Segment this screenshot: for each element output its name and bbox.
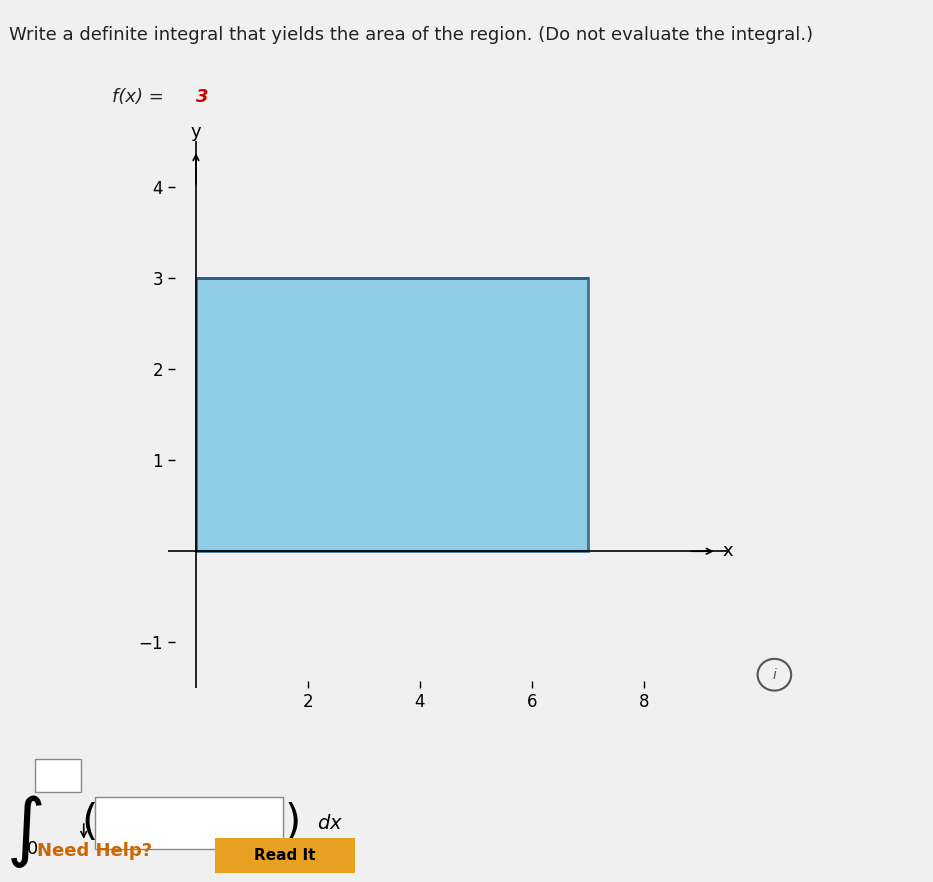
Text: Write a definite integral that yields the area of the region. (Do not evaluate t: Write a definite integral that yields th… bbox=[9, 26, 814, 44]
Text: $\int$: $\int$ bbox=[7, 793, 43, 870]
Bar bbox=[196, 278, 588, 551]
Text: f(x) =: f(x) = bbox=[112, 88, 170, 106]
FancyBboxPatch shape bbox=[95, 797, 283, 849]
Text: $($: $($ bbox=[81, 803, 96, 844]
Text: y: y bbox=[190, 123, 202, 141]
Text: $dx$: $dx$ bbox=[317, 814, 343, 833]
Text: Need Help?: Need Help? bbox=[37, 842, 152, 860]
Text: Read It: Read It bbox=[254, 848, 315, 863]
Text: 3: 3 bbox=[196, 88, 208, 106]
FancyBboxPatch shape bbox=[207, 836, 362, 875]
Text: 0: 0 bbox=[27, 841, 38, 858]
Text: x: x bbox=[722, 542, 732, 560]
Text: $)$: $)$ bbox=[285, 803, 299, 844]
FancyBboxPatch shape bbox=[35, 759, 81, 792]
Text: i: i bbox=[773, 668, 776, 682]
